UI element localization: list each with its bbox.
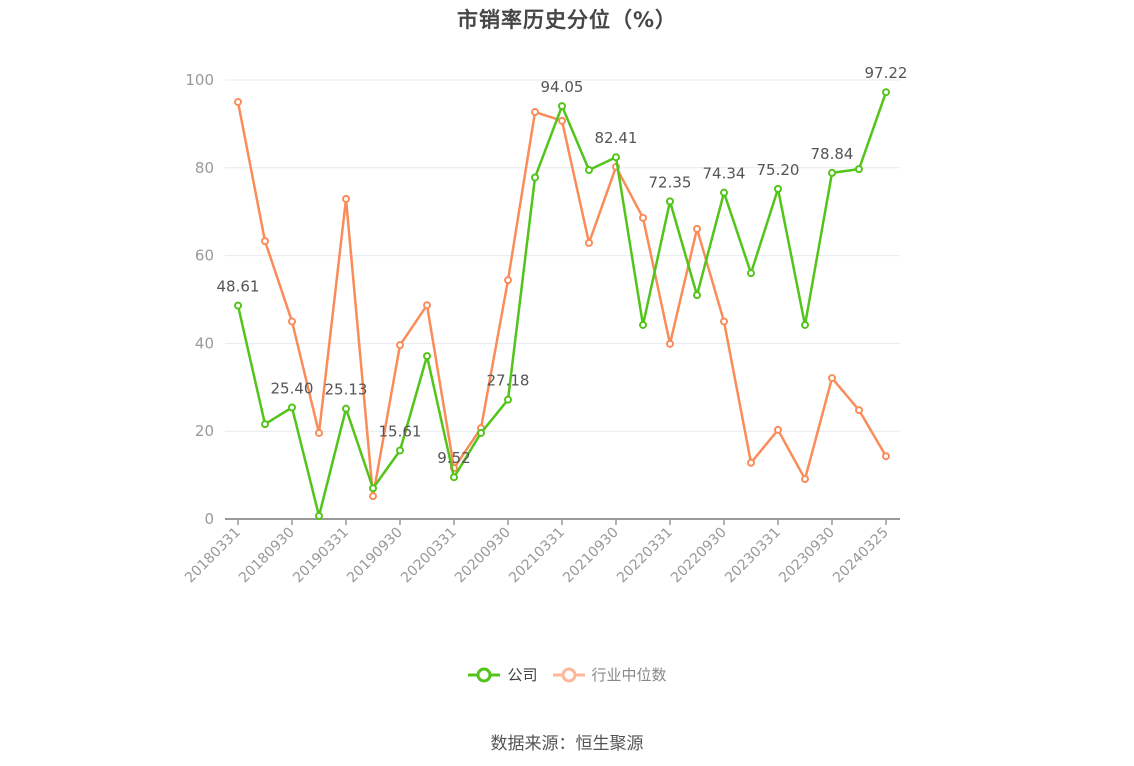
data-point[interactable] (639, 213, 647, 222)
data-label: 27.18 (487, 372, 530, 390)
y-tick-label: 80 (195, 159, 214, 177)
legend: 公司 行业中位数 (0, 664, 1134, 685)
data-point[interactable] (315, 428, 323, 437)
data-labels: 48.61 25.40 25.13 15.61 9.52 27.18 94.05 82.41 7… (217, 64, 908, 467)
data-point[interactable] (666, 339, 674, 348)
data-label: 94.05 (541, 78, 584, 96)
data-point[interactable] (234, 301, 242, 310)
x-tick-label: 20190930 (344, 525, 406, 587)
data-point[interactable] (828, 168, 836, 177)
data-label: 97.22 (865, 64, 908, 82)
data-point[interactable] (369, 492, 377, 501)
data-point[interactable] (774, 184, 782, 193)
data-point[interactable] (531, 108, 539, 117)
data-point[interactable] (855, 165, 863, 174)
data-point[interactable] (774, 425, 782, 434)
data-point[interactable] (612, 153, 620, 162)
x-tick-label: 20210331 (506, 525, 568, 587)
x-tick-label: 20240325 (830, 525, 892, 587)
data-label: 25.40 (271, 379, 314, 397)
x-tick-label: 20230331 (722, 525, 784, 587)
data-label: 72.35 (649, 173, 692, 191)
data-point[interactable] (747, 458, 755, 467)
data-point[interactable] (882, 88, 890, 97)
series-company (234, 88, 890, 520)
legend-company-label: 公司 (507, 666, 538, 684)
data-point[interactable] (342, 404, 350, 413)
data-point[interactable] (747, 269, 755, 278)
data-point[interactable] (261, 420, 269, 429)
data-point[interactable] (585, 238, 593, 247)
legend-item-company[interactable]: 公司 (467, 664, 538, 685)
data-label: 78.84 (811, 145, 854, 163)
data-point[interactable] (585, 165, 593, 174)
legend-industry-icon (552, 667, 585, 682)
data-point[interactable] (288, 403, 296, 412)
grid-lines (225, 79, 900, 432)
legend-item-industry[interactable]: 行业中位数 (552, 664, 667, 685)
data-label: 75.20 (757, 161, 800, 179)
data-point[interactable] (423, 352, 431, 361)
legend-company-icon (468, 667, 501, 682)
x-tick-label: 20200930 (452, 525, 514, 587)
data-point[interactable] (882, 452, 890, 461)
x-tick-label: 20220331 (614, 525, 676, 587)
data-point[interactable] (558, 102, 566, 111)
x-tick-label: 20230930 (776, 525, 838, 587)
data-point[interactable] (855, 406, 863, 415)
data-label: 25.13 (325, 381, 368, 399)
data-point[interactable] (666, 197, 674, 206)
data-point[interactable] (801, 475, 809, 484)
data-point[interactable] (693, 291, 701, 300)
data-point[interactable] (720, 317, 728, 326)
data-point[interactable] (504, 395, 512, 404)
data-point[interactable] (396, 341, 404, 350)
y-tick-label: 100 (185, 71, 214, 89)
y-tick-label: 40 (195, 334, 214, 352)
x-tick-label: 20180331 (182, 525, 244, 587)
data-label: 15.61 (379, 422, 422, 440)
data-point[interactable] (288, 317, 296, 326)
series-line (236, 91, 888, 518)
x-tick-label: 20190331 (290, 525, 352, 587)
data-point[interactable] (261, 237, 269, 246)
x-axis: 2018033120180930201903312019093020200331… (182, 518, 900, 587)
data-point[interactable] (504, 276, 512, 285)
data-point[interactable] (531, 173, 539, 182)
data-point[interactable] (693, 224, 701, 233)
data-label: 82.41 (595, 129, 638, 147)
data-point[interactable] (828, 374, 836, 383)
data-point[interactable] (720, 188, 728, 197)
data-point[interactable] (639, 320, 647, 329)
data-point[interactable] (369, 484, 377, 493)
data-point[interactable] (342, 194, 350, 203)
series-industry (234, 97, 890, 501)
line-chart: 0 20 40 60 80 100 201803312018093020190331201… (182, 64, 908, 587)
data-point[interactable] (396, 446, 404, 455)
x-tick-label: 20200331 (398, 525, 460, 587)
series-lines (234, 88, 890, 520)
y-tick-label: 0 (204, 510, 214, 528)
y-tick-label: 20 (195, 422, 214, 440)
data-point[interactable] (477, 428, 485, 437)
y-tick-label: 60 (195, 247, 214, 265)
data-point[interactable] (558, 116, 566, 125)
y-axis-ticks: 0 20 40 60 80 100 (185, 71, 214, 528)
data-label: 74.34 (703, 165, 746, 183)
x-tick-label: 20220930 (668, 525, 730, 587)
data-label: 9.52 (437, 449, 470, 467)
data-point[interactable] (450, 473, 458, 482)
data-point[interactable] (423, 301, 431, 310)
data-source: 数据来源：恒生聚源 (490, 734, 644, 754)
data-label: 48.61 (217, 278, 260, 296)
x-tick-label: 20210930 (560, 525, 622, 587)
data-point[interactable] (234, 97, 242, 106)
chart-title: 市销率历史分位（%） (456, 8, 678, 32)
data-point[interactable] (801, 320, 809, 329)
data-point[interactable] (315, 511, 323, 520)
legend-industry-label: 行业中位数 (591, 666, 667, 684)
x-tick-label: 20180930 (236, 525, 298, 587)
